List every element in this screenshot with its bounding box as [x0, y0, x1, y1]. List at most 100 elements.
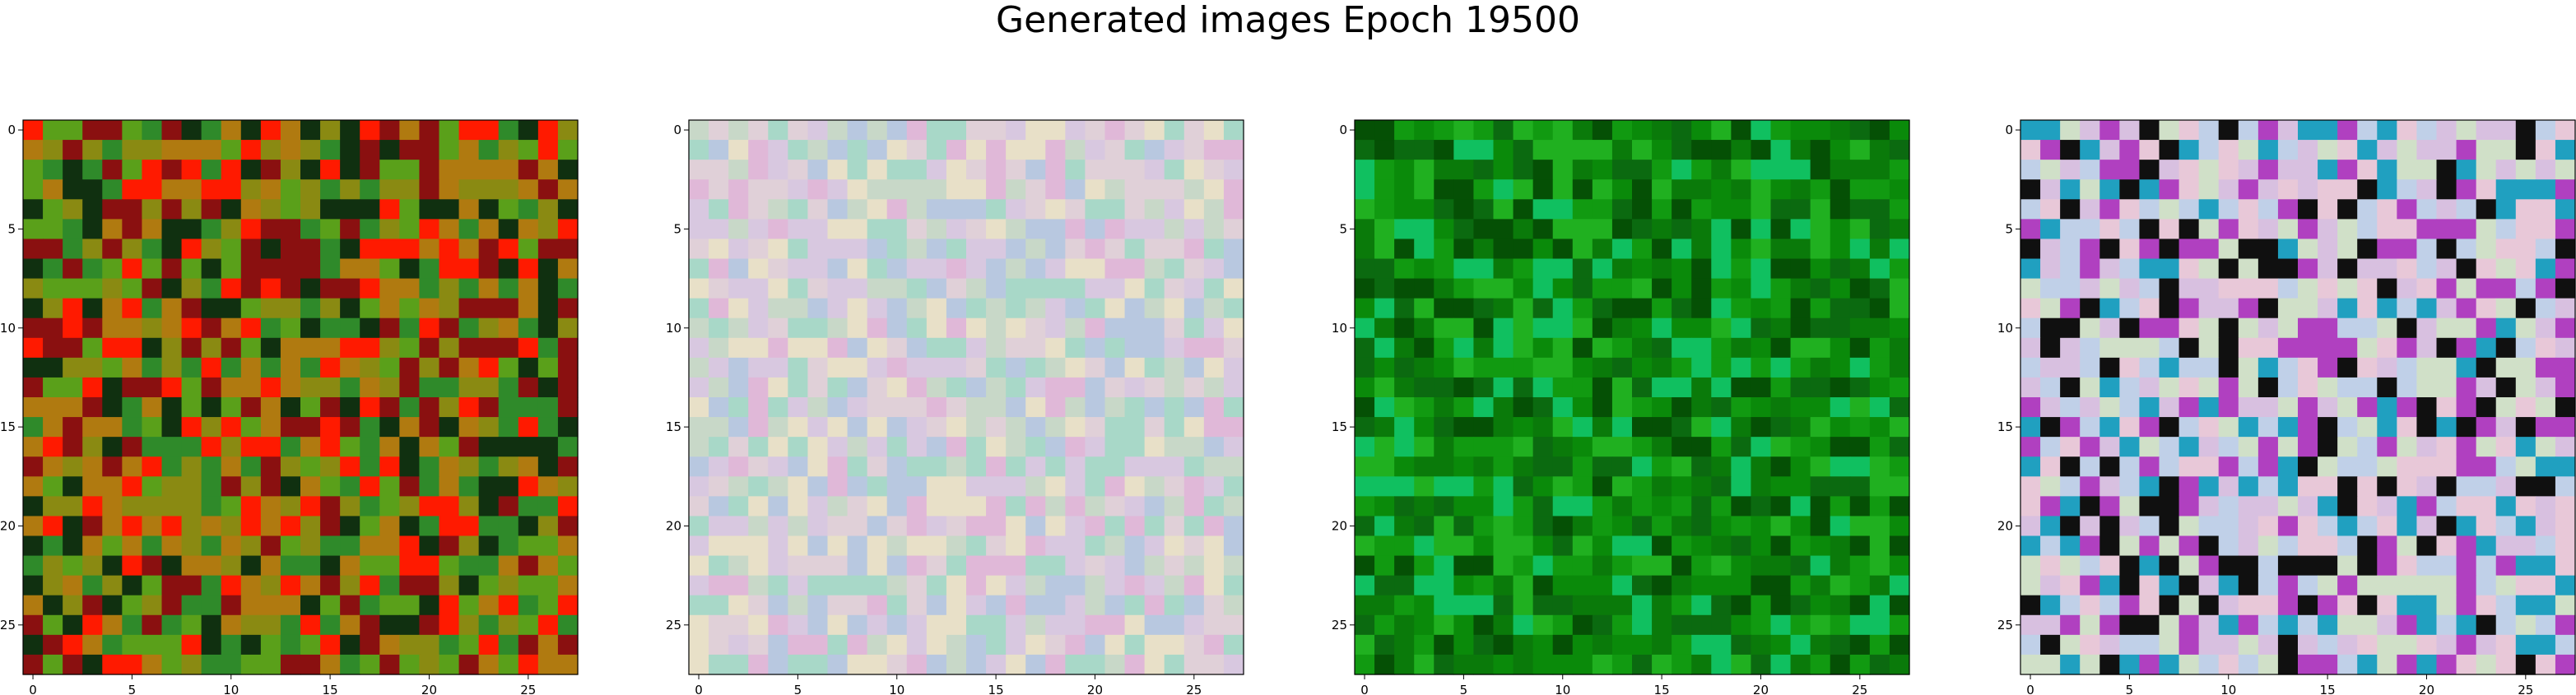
pixel-cell [1355, 278, 1375, 299]
pixel-cell [1790, 456, 1811, 477]
pixel-cell [2139, 337, 2160, 359]
pixel-cell [201, 535, 222, 557]
pixel-cell [1572, 357, 1593, 378]
pixel-cell [2040, 120, 2061, 141]
pixel-cell [748, 595, 769, 616]
pixel-cell [2397, 278, 2418, 299]
pixel-cell [1223, 199, 1244, 220]
pixel-cell [122, 258, 143, 280]
pixel-cell [728, 437, 749, 457]
pixel-cell [2397, 417, 2418, 438]
pixel-cell [906, 614, 928, 636]
pixel-cell [1374, 496, 1395, 517]
pixel-cell [240, 456, 262, 477]
pixel-cell [1611, 476, 1633, 497]
pixel-cell [2318, 496, 2338, 517]
pixel-cell [1513, 614, 1534, 636]
pixel-cell [122, 160, 143, 180]
pixel-cell [142, 298, 163, 319]
pixel-cell [1572, 219, 1593, 240]
pixel-cell [1374, 160, 1395, 180]
pixel-cell [1611, 437, 1633, 457]
pixel-cell [886, 595, 908, 616]
pixel-cell [300, 535, 321, 557]
pixel-cell [360, 516, 380, 537]
pixel-cell [2535, 199, 2556, 220]
pixel-cell [379, 357, 400, 378]
pixel-cell [847, 239, 868, 260]
pixel-cell [2040, 199, 2061, 220]
pixel-cell [240, 199, 262, 220]
pixel-cell [419, 317, 440, 339]
pixel-cell [221, 120, 242, 141]
pixel-cell [1770, 357, 1792, 378]
pixel-cell [379, 516, 400, 537]
pixel-cell [1513, 437, 1534, 457]
pixel-cell [1592, 654, 1613, 675]
pixel-cell [2535, 417, 2556, 438]
pixel-cell [2495, 199, 2517, 220]
pixel-cell [1770, 595, 1792, 616]
pixel-cell [709, 575, 729, 596]
pixel-cell [142, 634, 163, 656]
pixel-cell [2099, 179, 2120, 200]
pixel-cell [340, 417, 360, 438]
pixel-cell [280, 417, 301, 438]
pixel-cell [240, 179, 262, 200]
pixel-cell [728, 160, 749, 180]
pixel-cell [102, 516, 123, 537]
pixel-cell [1065, 397, 1086, 418]
pixel-cell [419, 258, 440, 280]
pixel-cell [768, 160, 788, 180]
pixel-cell [2238, 437, 2259, 457]
pixel-cell [1790, 179, 1811, 200]
pixel-cell [2060, 357, 2081, 378]
pixel-cell [161, 476, 183, 497]
pixel-cell [1849, 595, 1871, 616]
pixel-cell [260, 199, 281, 220]
pixel-cell [2298, 595, 2318, 616]
pixel-cell [1164, 179, 1185, 200]
pixel-cell [1493, 437, 1514, 457]
pixel-cell [1652, 397, 1672, 418]
pixel-cell [2298, 417, 2318, 438]
pixel-cell [2099, 298, 2120, 319]
pixel-cell [2060, 258, 2081, 280]
pixel-cell [1751, 437, 1772, 457]
pixel-cell [2318, 634, 2338, 656]
pixel-cell [399, 555, 421, 577]
pixel-cell [2318, 535, 2338, 557]
pixel-cell [2080, 219, 2100, 240]
pixel-cell [1552, 377, 1574, 398]
pixel-cell [728, 575, 749, 596]
pixel-cell [1183, 179, 1205, 200]
pixel-cell [1711, 140, 1732, 160]
pixel-cell [2515, 140, 2536, 160]
pixel-cell [2495, 535, 2517, 557]
pixel-cell [2139, 575, 2160, 596]
pixel-cell [1065, 555, 1086, 577]
pixel-cell [201, 377, 222, 398]
pixel-cell [161, 634, 183, 656]
pixel-cell [906, 476, 928, 497]
pixel-cell [2139, 219, 2160, 240]
pixel-cell [557, 357, 579, 378]
pixel-cell [2277, 179, 2299, 200]
pixel-cell [1144, 555, 1165, 577]
pixel-cell [221, 258, 242, 280]
pixel-cell [240, 417, 262, 438]
pixel-cell [260, 278, 281, 299]
pixel-cell [2218, 654, 2239, 675]
pixel-cell [2080, 377, 2100, 398]
pixel-cell [847, 437, 868, 457]
pixel-cell [2178, 140, 2200, 160]
pixel-cell [2436, 120, 2457, 141]
pixel-cell [340, 258, 360, 280]
pixel-cell [2416, 535, 2438, 557]
pixel-cell [1473, 239, 1495, 260]
pixel-cell [986, 417, 1007, 438]
pixel-cell [43, 634, 63, 656]
pixel-cell [1572, 417, 1593, 438]
pixel-cell [1025, 199, 1046, 220]
pixel-cell [689, 535, 709, 557]
